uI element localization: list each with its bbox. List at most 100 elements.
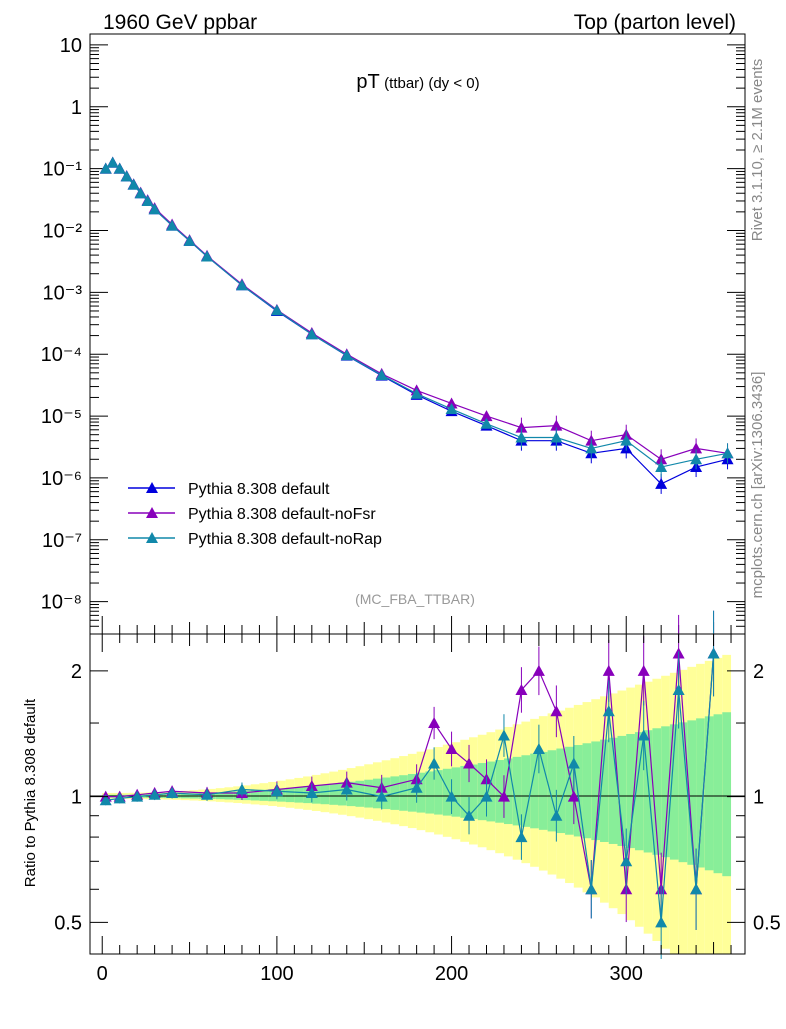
ratio-y-tick-label-right: 1 [753,787,764,809]
data-point [106,156,119,168]
legend: Pythia 8.308 default Pythia 8.308 default… [128,481,382,548]
data-point [445,403,458,415]
data-point [567,757,580,769]
ratio-y-tick-label: 2 [71,661,82,683]
legend-label: Pythia 8.308 default-noFsr [188,506,376,523]
data-point [201,788,214,800]
data-point [410,781,423,793]
ratio-x-axis: 0 100 200 300 [97,634,732,985]
main-y-axis: 10⁻⁸ 10⁻⁷ 10⁻⁶ 10⁻⁵ 10⁻⁴ 10⁻³ 10⁻² 10⁻¹ 1 10 [41,35,745,635]
series-line [105,161,728,485]
main-x-ticks [101,616,732,634]
ratio-band-inner [372,778,382,809]
ratio-band-inner [355,780,365,807]
legend-item: Pythia 8.308 default-noFsr [128,506,376,523]
ratio-band-inner [617,735,627,846]
data-point [463,757,476,769]
main-y-tick-label: 10⁻¹ [43,159,83,181]
data-point [637,729,650,741]
data-point [340,783,353,795]
data-point [127,178,140,190]
data-point [375,369,388,381]
ratio-band-inner [250,790,260,801]
data-point [131,790,144,802]
header-right: Top (parton level) [574,11,736,34]
series-line [105,161,728,468]
ratio-band-inner [643,730,653,853]
data-point [113,162,126,174]
data-point [602,664,615,676]
main-y-tick-label: 1 [71,97,82,119]
ratio-band-inner [381,777,391,810]
ratio-x-tick-label: 100 [260,963,293,985]
legend-item: Pythia 8.308 default [128,481,330,498]
ratio-band-inner [696,718,705,868]
data-point [235,279,248,291]
ratio-band-inner [565,746,574,835]
ratio-band-inner [600,739,609,842]
legend-item: Pythia 8.308 default-noRap [128,531,382,548]
ratio-x-tick-label: 200 [435,963,468,985]
ratio-band-inner [547,750,557,832]
data-point [721,447,734,459]
ratio-band-inner [329,783,339,805]
data-point [201,250,214,262]
ratio-uncertainty-bands [102,654,732,954]
data-point [445,742,458,754]
data-point [497,790,510,802]
chart-title-main: pT [356,71,379,93]
data-point [515,421,528,433]
ratio-band-inner [503,758,513,825]
ratio-band-inner [512,756,522,826]
ratio-band-inner [303,786,312,804]
data-point [141,194,154,206]
ratio-x-tick-label: 300 [610,963,643,985]
ratio-band-inner [434,770,443,815]
data-point [655,477,668,489]
ratio-band-inner [294,787,304,803]
data-point [120,170,133,182]
ratio-band-inner [442,768,452,816]
series-line [105,161,728,460]
main-panel: 10⁻⁸ 10⁻⁷ 10⁻⁶ 10⁻⁵ 10⁻⁴ 10⁻³ 10⁻² 10⁻¹ 1 10 pT (… [41,33,746,635]
data-point [620,434,633,446]
data-point [550,431,563,443]
ratio-band-inner [477,763,487,821]
data-point [672,683,685,695]
data-point [637,664,650,676]
data-point [235,783,248,795]
ratio-band-inner [626,734,635,849]
ratio-ylabel: Ratio to Pythia 8.308 default [22,698,39,887]
data-point [270,304,283,316]
ratio-band-inner [634,732,644,851]
ratio-band-inner [469,764,478,819]
data-point [655,461,668,473]
data-point [428,757,441,769]
data-point [550,705,563,717]
data-point [166,219,179,231]
ratio-frame [89,633,746,955]
data-point [270,785,283,797]
main-y-tick-label: 10⁻⁶ [41,468,82,490]
ratio-band-inner [591,741,601,841]
main-series-3 [99,156,734,478]
ratio-band-inner [582,743,592,839]
data-point [515,683,528,695]
data-point [445,790,458,802]
data-point [515,831,528,843]
ratio-band-inner [399,775,408,811]
ratio-band-inner [713,714,723,874]
data-point [690,442,703,454]
main-y-tick-label: 10⁻⁷ [42,530,82,552]
ratio-band-inner [320,784,330,805]
data-point [183,234,196,246]
data-point [532,664,545,676]
ratio-band-inner [495,760,504,823]
ratio-band-inner [451,767,461,817]
ratio-band-inner [652,728,662,855]
data-point [532,742,545,754]
main-y-tick-label: 10⁻⁵ [41,406,82,428]
data-point [480,417,493,429]
data-point [497,729,510,741]
